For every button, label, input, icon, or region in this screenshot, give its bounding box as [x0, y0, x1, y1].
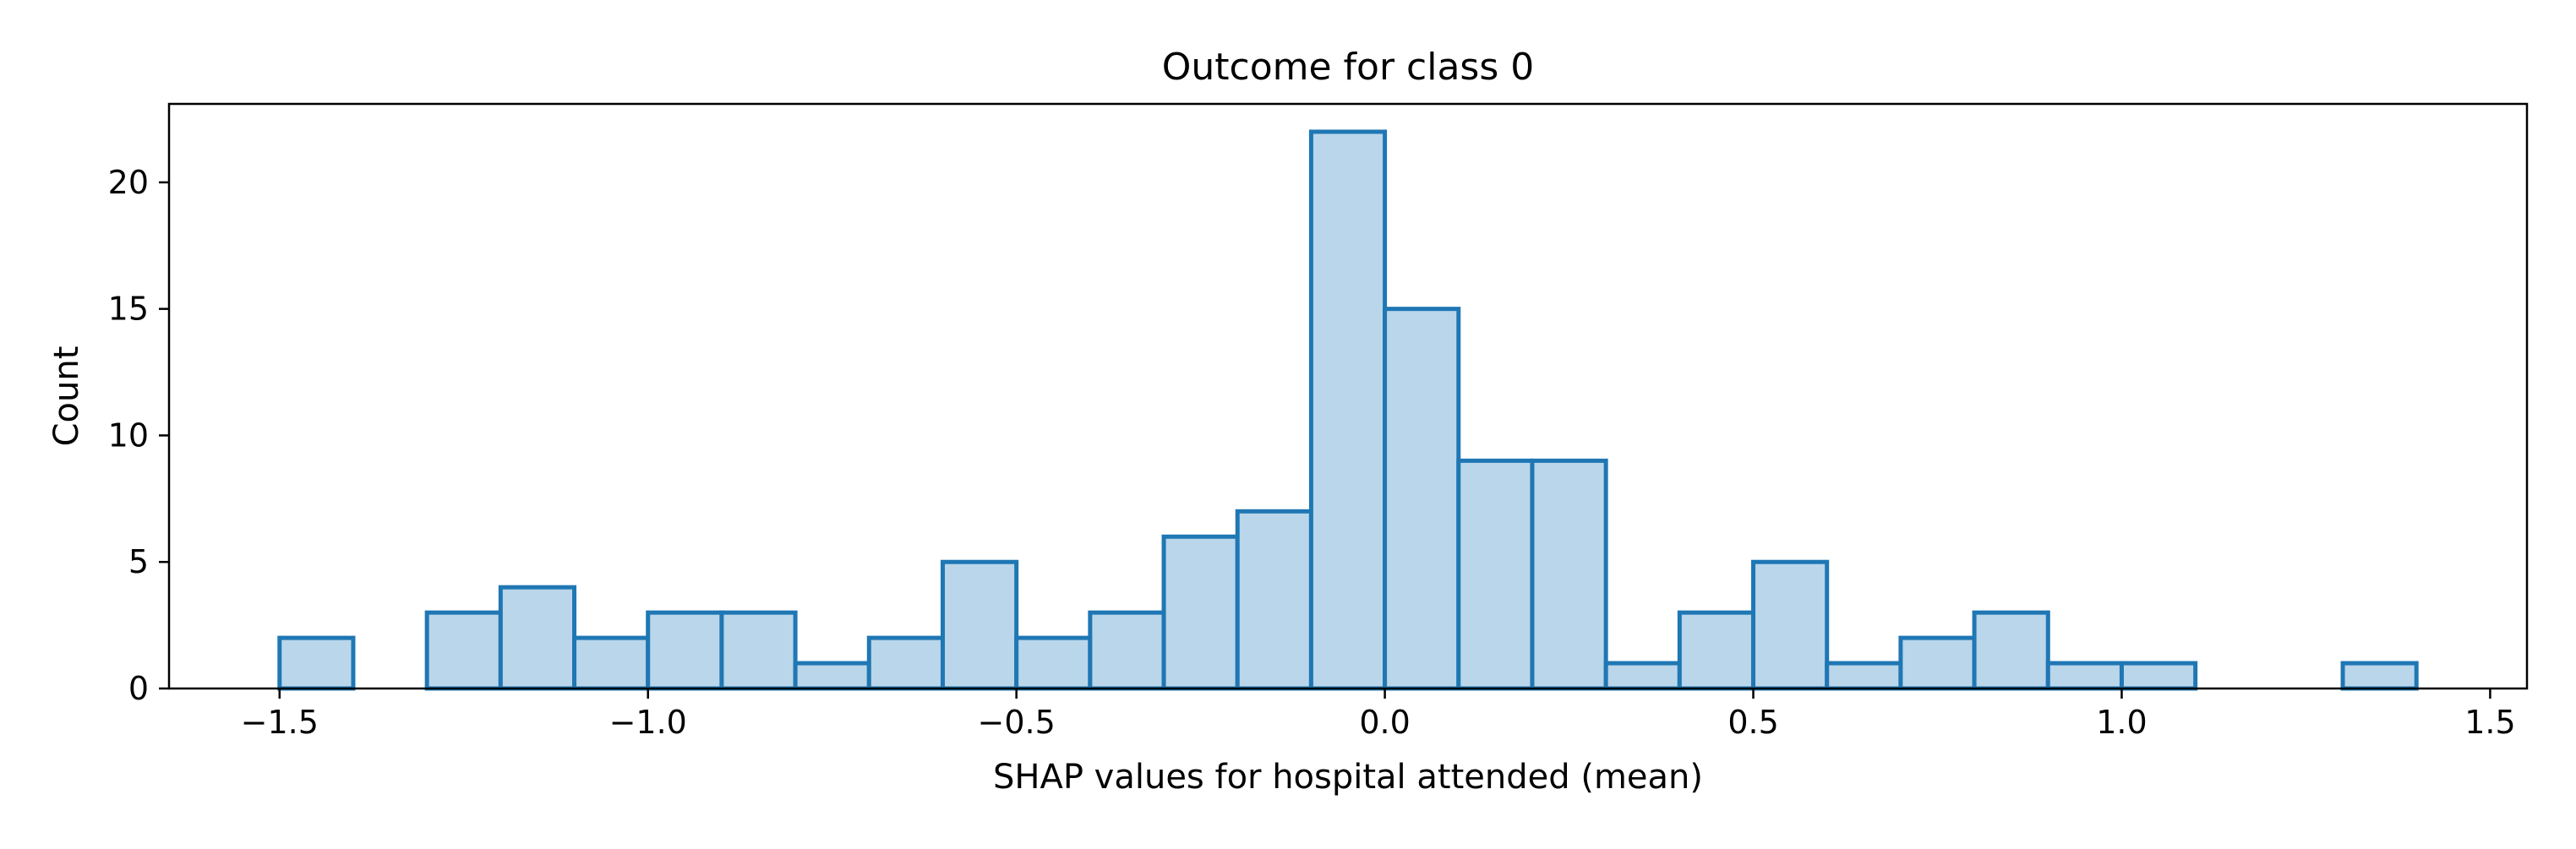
histogram-bar [1825, 661, 1903, 691]
histogram-bar [1751, 559, 1830, 691]
histogram-bar [1014, 635, 1093, 691]
histogram-bar [866, 635, 945, 691]
y-tick-label: 15 [108, 291, 149, 328]
histogram-bar [1383, 307, 1461, 691]
histogram-bar [498, 585, 577, 691]
histogram-bar [424, 610, 503, 691]
x-tick-label: 1.0 [2096, 704, 2147, 741]
x-tick-label: −1.5 [241, 704, 319, 741]
histogram-bar [1235, 509, 1313, 691]
y-tick-label: 5 [128, 543, 149, 580]
y-tick-label: 0 [128, 670, 149, 707]
histogram-bar [940, 559, 1019, 691]
x-tick-label: −1.0 [609, 704, 687, 741]
histogram-bar [277, 635, 356, 691]
histogram-bar [646, 610, 724, 691]
x-tick-label: 1.5 [2464, 704, 2515, 741]
x-tick-label: 0.0 [1359, 704, 1410, 741]
histogram-bar [1088, 610, 1166, 691]
x-tick-label: 0.5 [1727, 704, 1778, 741]
bars-layer [277, 129, 2419, 691]
ticks-layer: −1.5 −1.0 −0.5 0.0 0.5 1.0 1.5 0 5 10 15 20 [108, 164, 2516, 741]
histogram-bar [1161, 534, 1240, 691]
x-tick-label: −0.5 [978, 704, 1056, 741]
y-tick-label: 10 [108, 416, 149, 454]
histogram-bar [2045, 661, 2124, 691]
histogram-bar [572, 635, 651, 691]
chart-title: Outcome for class 0 [1162, 46, 1535, 89]
histogram-bar [1972, 610, 2050, 691]
x-axis-label: SHAP values for hospital attended (mean) [993, 758, 1703, 797]
histogram-bar [793, 661, 871, 691]
histogram-bar [719, 610, 798, 691]
y-axis-label: Count [47, 346, 86, 447]
y-tick-label: 20 [108, 164, 149, 201]
histogram-bar [1530, 458, 1608, 691]
histogram-bar [2340, 661, 2419, 691]
histogram-bar [1603, 661, 1682, 691]
histogram-bar [1898, 635, 1977, 691]
histogram-bar [2119, 661, 2198, 691]
histogram-bar [1456, 458, 1535, 691]
histogram-bar [1677, 610, 1756, 691]
histogram-bar [1308, 129, 1388, 691]
plot-area-frame [167, 102, 2529, 690]
